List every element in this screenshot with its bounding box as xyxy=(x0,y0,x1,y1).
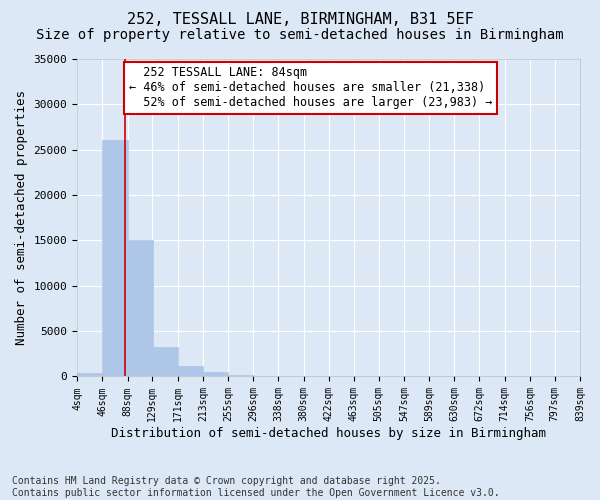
Bar xyxy=(228,374,254,376)
Bar xyxy=(77,374,103,376)
Text: 252, TESSALL LANE, BIRMINGHAM, B31 5EF: 252, TESSALL LANE, BIRMINGHAM, B31 5EF xyxy=(127,12,473,28)
Bar xyxy=(203,372,228,376)
Text: Contains HM Land Registry data © Crown copyright and database right 2025.
Contai: Contains HM Land Registry data © Crown c… xyxy=(12,476,500,498)
Bar xyxy=(152,346,178,376)
Text: Size of property relative to semi-detached houses in Birmingham: Size of property relative to semi-detach… xyxy=(36,28,564,42)
Bar xyxy=(103,140,128,376)
Bar xyxy=(178,366,203,376)
Text: 252 TESSALL LANE: 84sqm
← 46% of semi-detached houses are smaller (21,338)
  52%: 252 TESSALL LANE: 84sqm ← 46% of semi-de… xyxy=(129,66,492,110)
Bar xyxy=(128,240,153,376)
Y-axis label: Number of semi-detached properties: Number of semi-detached properties xyxy=(15,90,28,345)
X-axis label: Distribution of semi-detached houses by size in Birmingham: Distribution of semi-detached houses by … xyxy=(111,427,546,440)
